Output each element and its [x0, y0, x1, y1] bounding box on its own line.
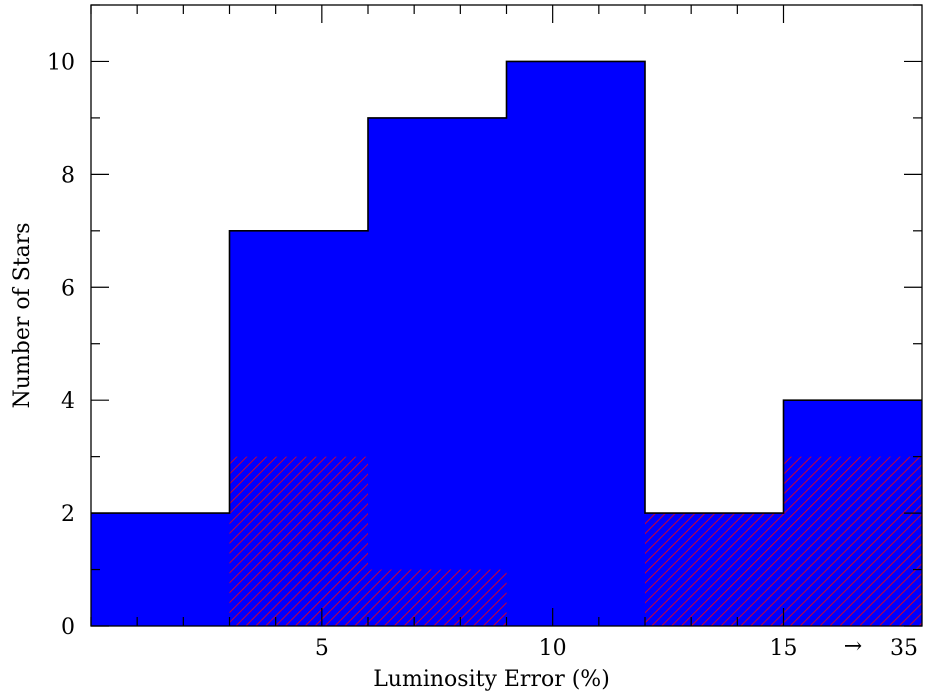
step-outline [91, 60, 922, 514]
x-break-arrow: → [844, 634, 862, 659]
x-tick-label-end: 35 [890, 636, 918, 661]
y-tick-label-10: 10 [47, 50, 75, 75]
bar-total-2 [368, 117, 507, 626]
bar-total-0 [91, 513, 230, 626]
y-tick-label-4: 4 [61, 389, 75, 414]
bar-hatched-5 [783, 456, 923, 626]
y-tick-label-8: 8 [61, 163, 75, 188]
bars-layer [91, 61, 923, 627]
bar-hatched-1 [229, 456, 369, 626]
bar-hatched-2 [368, 569, 507, 626]
x-tick-label-15: 15 [770, 636, 798, 661]
y-tick-label-6: 6 [61, 276, 75, 301]
x-axis-title: Luminosity Error (%) [373, 667, 610, 692]
y-tick-label-2: 2 [61, 502, 75, 527]
bar-hatched-4 [645, 513, 784, 626]
y-tick-label-0: 0 [61, 615, 75, 640]
y-axis-title: Number of Stars [10, 222, 35, 408]
x-tick-label-5: 5 [315, 636, 329, 661]
histogram-outline [91, 60, 922, 514]
bar-total-3 [506, 61, 646, 627]
x-tick-label-10: 10 [539, 636, 567, 661]
tick-labels: 0 2 4 6 8 10 5 10 15 → 35 [47, 50, 918, 661]
axis-ticks [90, 4, 922, 627]
